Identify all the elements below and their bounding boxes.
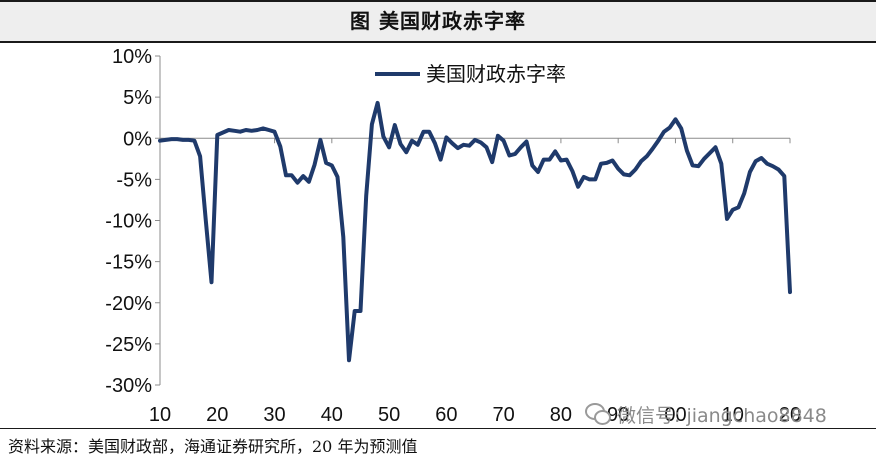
y-tick-label: 10% [112,46,152,68]
x-tick-label: 90 [607,404,629,426]
source-note: 资料来源：美国财政部，海通证券研究所，20 年为预测值 [8,437,418,456]
y-tick-label: -30% [105,375,152,397]
series-line [158,100,792,363]
y-tick-label: -10% [105,211,152,233]
source-note-bar: 资料来源：美国财政部，海通证券研究所，20 年为预测值 [0,428,876,458]
y-tick-label: 0% [123,128,152,150]
x-tick-label: 20 [206,404,228,426]
wechat-icon [585,403,611,425]
y-tick-label: -25% [105,334,152,356]
x-tick-label: 00 [664,404,686,426]
x-tick-label: 50 [378,404,400,426]
y-tick-label: 5% [123,87,152,109]
x-tick-label: 60 [435,404,457,426]
x-tick-label: 80 [550,404,572,426]
x-tick-label: 10 [722,404,744,426]
x-tick-label: 10 [149,404,171,426]
y-tick-label: -5% [116,169,152,191]
chart-title-bar: 图 美国财政赤字率 [0,0,876,43]
watermark-text: 微信号: jiangchao8848 [617,404,827,427]
x-tick-label: 30 [263,404,285,426]
y-tick-label: -20% [105,293,152,315]
x-tick-label: 20 [779,404,801,426]
y-tick-label: -15% [105,252,152,274]
x-tick-label: 40 [321,404,343,426]
line-chart: 10% 5% 0% -5% -10% -15% -20% -25% -30% 10 20 30 40 50… [105,46,801,426]
legend-label: 美国财政赤字率 [426,62,566,86]
x-tick-label: 70 [493,404,515,426]
chart-title: 图 美国财政赤字率 [350,9,526,33]
watermark: 微信号: jiangchao8848 [585,400,827,428]
